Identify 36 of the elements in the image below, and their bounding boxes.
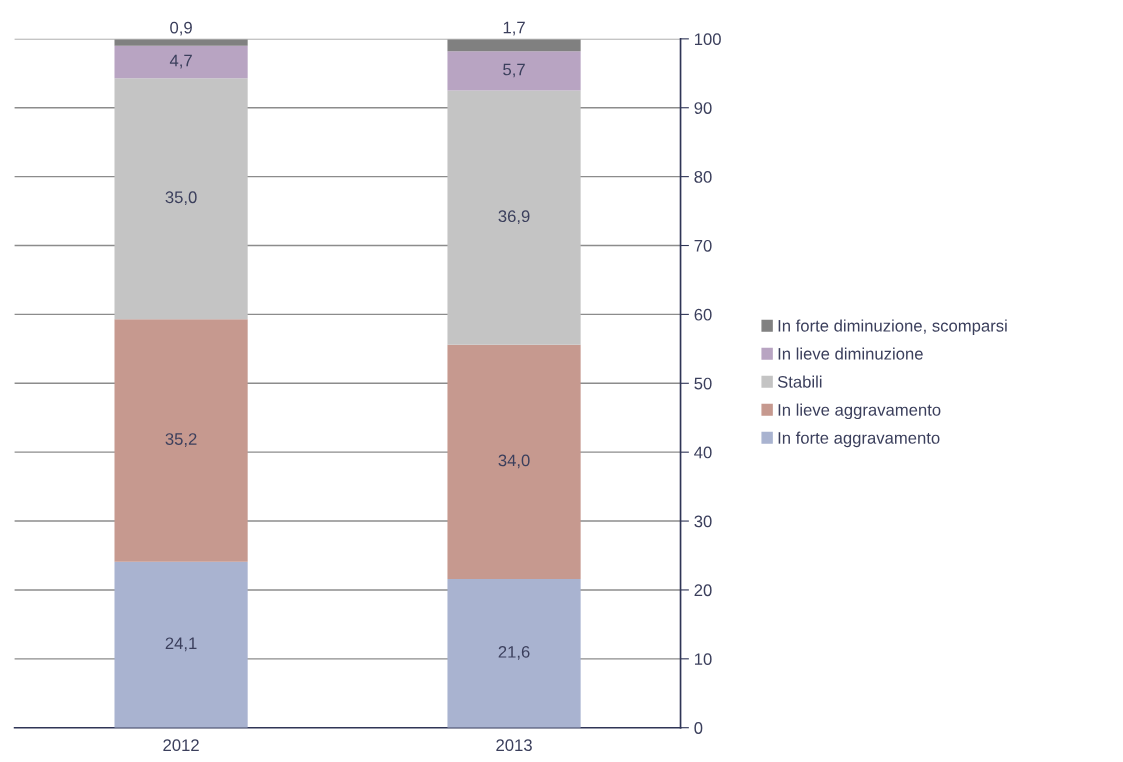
y-tick-label: 50 <box>694 377 712 390</box>
data-label: 35,0 <box>165 191 197 206</box>
y-tick-label: 70 <box>694 239 712 252</box>
y-tick-label: 30 <box>694 515 712 528</box>
x-tick-label: 2012 <box>163 739 199 752</box>
y-tick-label: 40 <box>694 446 712 459</box>
data-label: 1,7 <box>503 21 525 36</box>
legend-label: In lieve aggravamento <box>778 403 941 420</box>
y-tick-label: 100 <box>695 33 721 46</box>
y-tick-label: 10 <box>695 653 712 666</box>
y-tick-label: 90 <box>694 102 712 114</box>
data-label: 4,7 <box>169 54 192 69</box>
bar <box>114 561 248 728</box>
y-tick-label: 60 <box>694 308 712 321</box>
data-label: 5,7 <box>503 63 525 78</box>
bar <box>114 319 248 562</box>
y-tick-label: 0 <box>694 722 703 734</box>
bar <box>114 45 248 79</box>
y-tick-label: 20 <box>694 584 712 597</box>
data-label: 24,1 <box>165 637 197 652</box>
x-tick-label: 2013 <box>496 739 532 752</box>
y-tick-label: 80 <box>694 171 712 183</box>
bar <box>447 51 581 91</box>
data-label: 36,9 <box>498 210 530 225</box>
bar <box>447 578 581 728</box>
data-label: 0,9 <box>170 21 192 36</box>
data-label: 34,0 <box>498 454 530 469</box>
legend-label: In lieve diminuzione <box>778 347 923 360</box>
data-label: 35,2 <box>165 433 197 447</box>
legend-label: In forte aggravamento <box>778 431 940 448</box>
bar <box>447 344 581 579</box>
bar <box>114 78 248 320</box>
data-label: 21,6 <box>498 645 530 660</box>
bar <box>447 90 581 345</box>
legend-label: Stabili <box>777 375 822 388</box>
legend-label: In forte diminuzione, scomparsi <box>778 319 1007 335</box>
